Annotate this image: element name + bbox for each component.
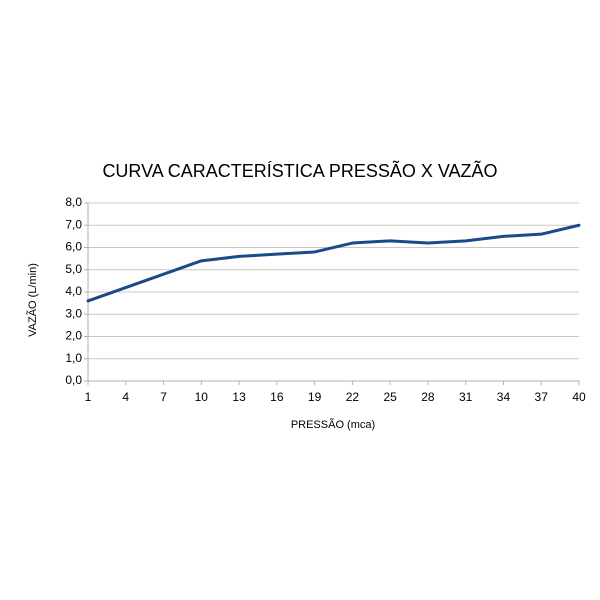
x-tick-label: 25: [383, 390, 397, 404]
y-tick-label: 1,0: [65, 351, 82, 365]
x-tick-label: 1: [85, 390, 92, 404]
y-tick-label: 0,0: [65, 373, 82, 387]
x-tick-label: 34: [497, 390, 511, 404]
x-tick-label: 10: [195, 390, 209, 404]
x-tick-label: 4: [122, 390, 129, 404]
x-tick-label: 40: [572, 390, 586, 404]
y-tick-label: 4,0: [65, 284, 82, 298]
x-tick-label: 31: [459, 390, 473, 404]
y-axis-label: VAZÃO (L/min): [26, 263, 39, 337]
y-tick-label: 8,0: [65, 195, 82, 209]
x-tick-label: 7: [160, 390, 167, 404]
y-tick-label: 7,0: [65, 217, 82, 231]
chart-title: CURVA CARACTERÍSTICA PRESSÃO X VAZÃO: [102, 160, 497, 181]
x-axis-label: PRESSÃO (mca): [291, 418, 375, 431]
x-tick-label: 28: [421, 390, 435, 404]
x-tick-label: 16: [270, 390, 284, 404]
x-tick-label: 19: [308, 390, 322, 404]
y-tick-label: 2,0: [65, 329, 82, 343]
x-tick-label: 13: [232, 390, 246, 404]
data-line: [86, 223, 581, 303]
y-tick-label: 6,0: [65, 240, 82, 254]
x-tick-label: 37: [535, 390, 549, 404]
y-tick-label: 5,0: [65, 262, 82, 276]
y-tick-label: 3,0: [65, 306, 82, 320]
x-tick-label: 22: [346, 390, 360, 404]
